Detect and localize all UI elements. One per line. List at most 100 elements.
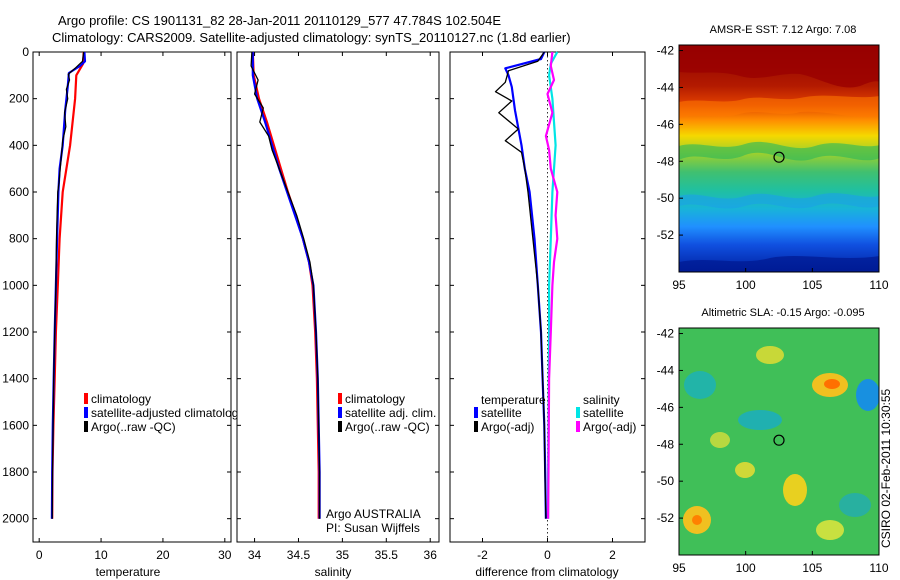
sla-anomaly bbox=[735, 462, 755, 478]
header-line1: Argo profile: CS 1901131_82 28-Jan-2011 … bbox=[58, 13, 501, 28]
legend-swatch-argo bbox=[338, 421, 342, 432]
x-tick-label: 35 bbox=[336, 548, 350, 562]
y-tick-label: -50 bbox=[657, 191, 675, 205]
sst-front bbox=[679, 95, 879, 118]
salinity-ticks: 34 34.5 35 35.5 36 bbox=[237, 51, 439, 562]
legend-title-salinity: salinity bbox=[583, 393, 620, 407]
y-tick-label: -44 bbox=[657, 363, 675, 377]
y-tick-label: 2000 bbox=[2, 512, 29, 526]
legend-swatch-argo bbox=[84, 421, 88, 432]
legend-label-satellite: satellite-adjusted climatology bbox=[91, 406, 244, 420]
temperature-ticks: 0 10 20 30 0 200 400 600 800 1000 1200 1400 1600 1800… bbox=[2, 45, 232, 562]
sst-ticks: 95 100 105 110 -42 -44 -46 -48 -50 -52 bbox=[657, 44, 889, 292]
x-tick-label: 100 bbox=[736, 561, 756, 575]
sst-map-title: AMSR-E SST: 7.12 Argo: 7.08 bbox=[710, 24, 857, 36]
footer-credit: CSIRO 02-Feb-2011 10:30:55 bbox=[879, 388, 893, 548]
x-tick-label: 110 bbox=[869, 561, 888, 575]
legend-label-sal-satellite: satellite bbox=[583, 406, 624, 420]
x-tick-label: -2 bbox=[477, 548, 488, 562]
sst-map-frame bbox=[678, 44, 880, 273]
y-tick-label: 1600 bbox=[2, 418, 29, 432]
legend-label-sal-argo: Argo(-adj) bbox=[583, 420, 636, 434]
sla-anomaly bbox=[756, 346, 784, 364]
y-tick-label: 400 bbox=[9, 138, 29, 152]
sla-high-core bbox=[824, 379, 840, 389]
difference-panel: -2 0 2 difference from climatology tempera… bbox=[449, 51, 646, 579]
legend-label-satellite: satellite adj. clim. bbox=[345, 406, 436, 420]
sla-anomaly bbox=[816, 520, 844, 540]
x-tick-label: 95 bbox=[672, 278, 686, 292]
difference-ticks: -2 0 2 bbox=[450, 51, 645, 562]
x-tick-label: 110 bbox=[869, 278, 888, 292]
y-tick-label: -42 bbox=[657, 44, 675, 58]
legend-swatch-satellite bbox=[84, 407, 88, 418]
x-tick-label: 34 bbox=[248, 548, 262, 562]
argo-position-marker-sst bbox=[773, 151, 785, 163]
sla-field bbox=[679, 328, 879, 555]
difference-lines bbox=[494, 51, 559, 519]
y-tick-label: -48 bbox=[657, 154, 675, 168]
y-tick-label: -48 bbox=[657, 437, 675, 451]
sla-low-anomaly bbox=[738, 410, 782, 430]
legend-label-climatology: climatology bbox=[345, 392, 405, 406]
sla-map-frame bbox=[678, 327, 880, 556]
temperature-axes-frame bbox=[32, 51, 232, 543]
salinity-legend: climatology satellite adj. clim. Argo(..… bbox=[338, 392, 436, 434]
series-line-temperature-argo-adj bbox=[494, 51, 547, 519]
legend-label-temp-argo: Argo(-adj) bbox=[481, 420, 534, 434]
y-tick-label: -52 bbox=[657, 511, 675, 525]
sla-map-panel: Altimetric SLA: -0.15 Argo: -0.095 95 100… bbox=[657, 307, 889, 575]
y-tick-label: 600 bbox=[9, 185, 29, 199]
sla-anomaly bbox=[710, 432, 730, 448]
sst-warm-core bbox=[679, 45, 879, 88]
sla-ticks: 95 100 105 110 -42 -44 -46 -48 -50 -52 bbox=[657, 327, 889, 575]
sst-field bbox=[679, 45, 879, 272]
sla-anomaly bbox=[783, 474, 807, 506]
legend-label-argo: Argo(..raw -QC) bbox=[91, 420, 176, 434]
legend-swatch-climatology bbox=[338, 393, 342, 404]
x-tick-label: 100 bbox=[736, 278, 756, 292]
x-tick-label: 0 bbox=[36, 548, 43, 562]
salinity-lines bbox=[250, 51, 321, 519]
y-tick-label: -52 bbox=[657, 228, 675, 242]
temperature-legend: climatology satellite-adjusted climatolo… bbox=[84, 392, 244, 434]
x-tick-label: 105 bbox=[802, 278, 822, 292]
x-tick-label: 30 bbox=[218, 548, 232, 562]
x-tick-label: 34.5 bbox=[287, 548, 311, 562]
salinity-panel: 34 34.5 35 35.5 36 salinity climatology sate… bbox=[236, 51, 440, 579]
sla-anomaly-core bbox=[692, 515, 702, 525]
series-line-argo-raw-qc bbox=[250, 51, 321, 519]
x-tick-label: 95 bbox=[672, 561, 686, 575]
y-tick-label: 1800 bbox=[2, 465, 29, 479]
y-tick-label: -46 bbox=[657, 400, 675, 414]
temperature-xlabel: temperature bbox=[96, 565, 161, 579]
x-tick-label: 10 bbox=[94, 548, 108, 562]
y-tick-label: 200 bbox=[9, 92, 29, 106]
x-tick-label: 0 bbox=[544, 548, 551, 562]
x-tick-label: 20 bbox=[156, 548, 170, 562]
series-line-argo-raw-qc bbox=[51, 51, 85, 519]
difference-legend: temperature salinity satellite Argo(-adj… bbox=[474, 393, 636, 434]
y-tick-label: -50 bbox=[657, 474, 675, 488]
legend-swatch-climatology bbox=[84, 393, 88, 404]
legend-swatch-temp-argo bbox=[474, 421, 478, 432]
legend-swatch-sal-satellite bbox=[576, 407, 580, 418]
argo-position-marker-sla bbox=[773, 434, 785, 446]
legend-swatch-temp-satellite bbox=[474, 407, 478, 418]
sla-low-anomaly bbox=[684, 371, 716, 399]
x-tick-label: 105 bbox=[802, 561, 822, 575]
y-tick-label: -42 bbox=[657, 327, 675, 341]
y-tick-label: 1200 bbox=[2, 325, 29, 339]
y-tick-label: 1400 bbox=[2, 372, 29, 386]
y-tick-label: -44 bbox=[657, 80, 675, 94]
series-line-salinity-argo-adj bbox=[544, 51, 559, 519]
sla-map-title: Altimetric SLA: -0.15 Argo: -0.095 bbox=[701, 307, 864, 319]
sst-map-panel: AMSR-E SST: 7.12 Argo: 7.08 95 100 105 110 -… bbox=[657, 24, 889, 292]
float-pi: PI: Susan Wijffels bbox=[326, 521, 420, 535]
sst-blue-band bbox=[679, 193, 879, 209]
sla-low-anomaly bbox=[839, 493, 871, 517]
x-tick-label: 36 bbox=[424, 548, 438, 562]
legend-swatch-sal-argo bbox=[576, 421, 580, 432]
x-tick-label: 2 bbox=[609, 548, 616, 562]
